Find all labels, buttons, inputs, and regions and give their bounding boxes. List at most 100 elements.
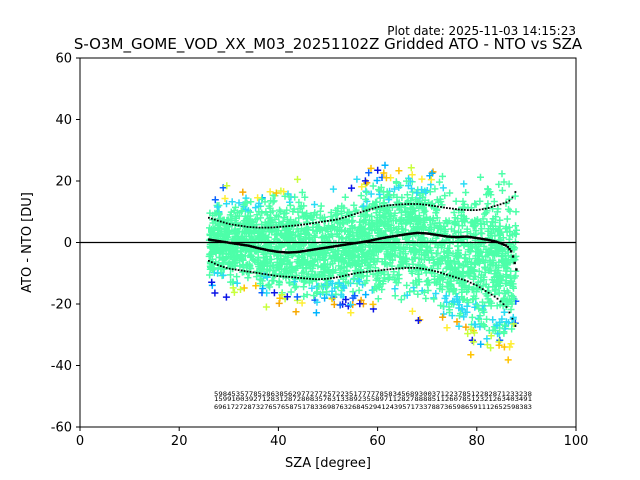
scatter-point xyxy=(219,184,227,192)
scatter-point xyxy=(471,216,479,224)
scatter-point xyxy=(426,188,434,196)
y-tick-label: -60 xyxy=(51,421,72,436)
scatter-point xyxy=(507,306,515,313)
scatter-point xyxy=(377,184,385,191)
series-point xyxy=(481,288,484,290)
series-point xyxy=(208,238,211,241)
series-point xyxy=(431,233,435,236)
y-tick-label: -40 xyxy=(51,359,72,374)
scatter-point xyxy=(277,242,285,250)
series-point xyxy=(348,242,351,246)
scatter-point xyxy=(462,189,470,196)
scatter-point xyxy=(314,251,322,259)
scatter-point xyxy=(330,301,338,308)
scatter-point xyxy=(275,277,283,285)
scatter-point xyxy=(490,276,498,284)
series-point xyxy=(440,206,442,208)
series-point xyxy=(423,232,426,235)
scatter-point xyxy=(391,276,399,284)
series-point xyxy=(493,205,496,207)
series-point xyxy=(392,268,395,270)
scatter-point xyxy=(247,217,255,225)
series-point xyxy=(333,245,336,248)
scatter-point xyxy=(374,166,382,174)
scatter-point xyxy=(500,178,508,186)
scatter-point xyxy=(414,317,422,324)
scatter-point xyxy=(489,226,497,233)
scatter-point xyxy=(329,268,337,276)
scatter-point xyxy=(384,275,392,283)
series-point xyxy=(380,205,383,208)
scatter-point xyxy=(270,197,278,205)
series-point xyxy=(365,209,368,212)
scatter-point xyxy=(412,213,419,221)
scatter-point xyxy=(468,286,476,294)
series-point xyxy=(377,269,380,272)
scatter-point xyxy=(467,219,475,227)
scatter-point xyxy=(238,207,246,215)
scatter-point xyxy=(495,289,503,297)
scatter-point xyxy=(214,220,222,228)
scatter-point xyxy=(402,211,410,219)
series-point xyxy=(247,244,251,247)
scatter-point xyxy=(486,297,494,305)
scatter-point xyxy=(492,243,500,251)
series-point xyxy=(246,270,249,273)
series-point xyxy=(446,207,448,209)
series-point xyxy=(422,267,424,270)
series-point xyxy=(234,242,237,245)
series-point xyxy=(499,203,502,206)
scatter-point xyxy=(348,218,356,226)
series-point xyxy=(514,325,517,327)
series-point xyxy=(374,270,377,272)
series-point xyxy=(478,286,481,289)
scatter-point xyxy=(340,284,347,292)
series-point xyxy=(402,233,405,236)
series-point xyxy=(221,240,225,243)
series-point xyxy=(457,208,460,211)
scatter-point xyxy=(332,212,340,219)
scatter-point xyxy=(219,271,227,279)
series-point xyxy=(258,247,261,250)
series-point xyxy=(416,203,419,205)
series-point xyxy=(356,212,359,215)
series-point xyxy=(219,265,222,267)
series-point xyxy=(225,222,228,225)
series-point xyxy=(344,216,347,218)
scatter-point xyxy=(337,258,345,266)
series-point xyxy=(374,238,377,241)
scatter-point xyxy=(345,249,353,257)
scatter-point xyxy=(512,230,520,238)
scatter-point xyxy=(362,195,370,203)
scatter-point xyxy=(267,262,275,270)
series-point xyxy=(285,275,288,278)
series-point xyxy=(392,235,395,238)
scatter-point xyxy=(455,260,463,268)
series-point xyxy=(341,216,344,219)
series-point xyxy=(419,267,422,270)
scatter-point xyxy=(421,196,429,204)
scatter-point xyxy=(285,259,293,267)
scatter-point xyxy=(415,212,423,220)
scatter-point xyxy=(512,238,519,246)
scatter-point xyxy=(403,191,411,199)
scatter-point xyxy=(357,296,365,304)
series-point xyxy=(244,244,247,247)
series-point xyxy=(425,268,427,271)
scatter-point xyxy=(430,259,438,267)
scatter-point xyxy=(416,243,424,250)
series-point xyxy=(437,205,439,208)
series-point xyxy=(341,243,344,247)
scatter-point xyxy=(343,234,351,242)
scatter-point xyxy=(500,308,508,316)
scatter-point xyxy=(239,256,247,264)
scatter-point xyxy=(433,207,441,214)
series-point xyxy=(256,246,259,250)
scatter-point xyxy=(483,315,491,323)
series-point xyxy=(317,247,320,250)
scatter-point xyxy=(347,253,355,261)
scatter-point xyxy=(357,223,365,231)
series-point xyxy=(296,250,299,254)
scatter-point xyxy=(480,257,487,265)
series-point xyxy=(333,219,335,221)
